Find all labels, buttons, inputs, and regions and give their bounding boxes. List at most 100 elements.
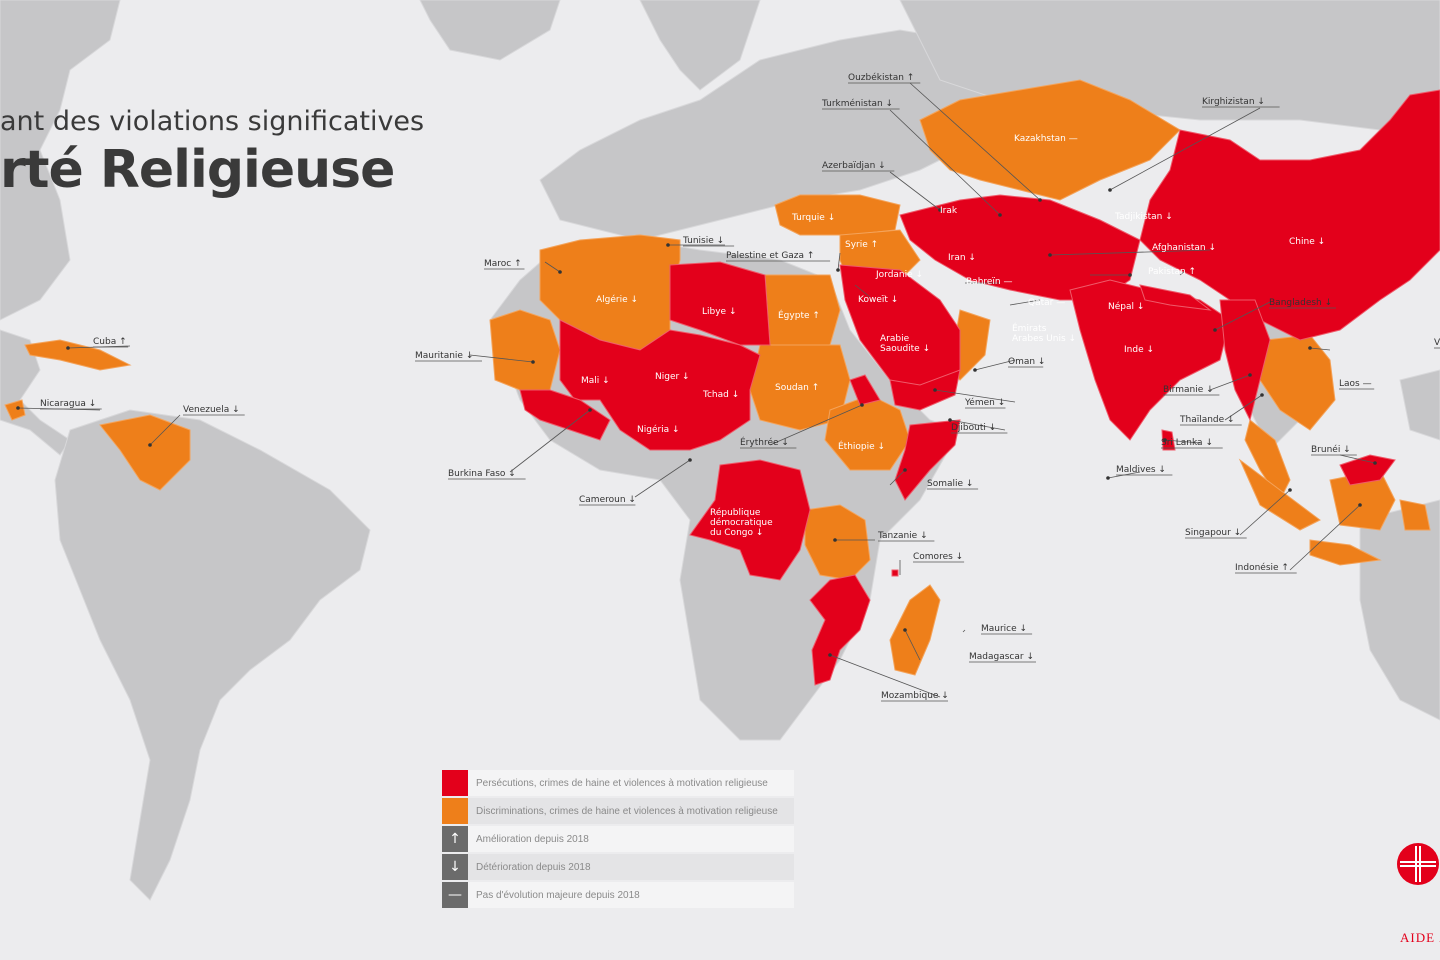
country-labels: Ouzbékistan ↑ Turkménistan ↓ Kirghizistan … bbox=[40, 72, 1440, 702]
region-soudan bbox=[749, 344, 851, 431]
country-label: Chine ↓ bbox=[1289, 237, 1325, 247]
country-label: République démocratique du Congo ↓ bbox=[710, 507, 773, 538]
region-comores bbox=[891, 569, 899, 577]
logo-cross-icon bbox=[1397, 843, 1439, 885]
country-label: Madagascar ↓ bbox=[969, 652, 1034, 662]
country-label: Qatar — bbox=[1028, 298, 1065, 308]
country-label: Tunisie ↓ bbox=[682, 236, 724, 246]
region-rdc bbox=[689, 459, 811, 581]
country-label: Népal ↓ bbox=[1108, 301, 1144, 312]
country-label: Koweït ↓ bbox=[858, 295, 898, 305]
country-label: Thaïlande ↓ bbox=[1179, 415, 1235, 425]
country-label: Algérie ↓ bbox=[596, 294, 638, 305]
region-nepal-bangla bbox=[1139, 284, 1212, 311]
legend-row-no-change: — Pas d'évolution majeure depuis 2018 bbox=[442, 882, 794, 908]
legend-label: Amélioration depuis 2018 bbox=[476, 833, 589, 845]
region-chine bbox=[1139, 89, 1440, 341]
country-label: Bangladesh ↓ bbox=[1269, 298, 1332, 308]
country-label: Bahreïn — bbox=[966, 277, 1013, 287]
country-label: Maldives ↓ bbox=[1116, 465, 1166, 475]
country-label: Mali ↓ bbox=[581, 376, 610, 386]
country-label: Niger ↓ bbox=[655, 372, 690, 382]
legend-row-persecution: Persécutions, crimes de haine et violenc… bbox=[442, 770, 794, 796]
country-label: Turkménistan ↓ bbox=[821, 98, 893, 109]
dash-icon: — bbox=[442, 882, 468, 908]
country-label: Nigéria ↓ bbox=[637, 424, 680, 435]
country-label: Afghanistan ↓ bbox=[1152, 243, 1216, 253]
region-egypte bbox=[764, 274, 841, 346]
country-label: Singapour ↓ bbox=[1185, 528, 1241, 538]
country-label: Iran ↓ bbox=[948, 253, 976, 263]
region-nicaragua bbox=[4, 399, 26, 421]
legend-row-deterioration: ↓ Détérioration depuis 2018 bbox=[442, 854, 794, 880]
country-label: Inde ↓ bbox=[1124, 345, 1154, 355]
legend-label: Détérioration depuis 2018 bbox=[476, 861, 591, 873]
country-label: Indonésie ↑ bbox=[1235, 562, 1289, 573]
country-label: Palestine et Gaza ↑ bbox=[726, 251, 814, 261]
country-label: Maroc ↑ bbox=[484, 259, 522, 269]
region-mozambique bbox=[809, 574, 871, 686]
country-label: Irak bbox=[940, 206, 958, 216]
arrow-down-icon: ↓ bbox=[442, 854, 468, 880]
country-label: Jordanie ↓ bbox=[875, 270, 923, 280]
country-label: Somalie ↓ bbox=[927, 479, 973, 489]
country-label: Nicaragua ↓ bbox=[40, 399, 96, 409]
region-tanzanie bbox=[804, 504, 871, 581]
map-title-line1: ant des violations significatives bbox=[0, 106, 425, 137]
country-label: Soudan ↑ bbox=[775, 383, 819, 393]
country-label: Cameroun ↓ bbox=[579, 495, 636, 505]
country-label: Turquie ↓ bbox=[791, 213, 835, 223]
region-erythree bbox=[849, 374, 881, 406]
region-indonesie bbox=[1238, 458, 1431, 566]
country-label: Azerbaïdjan ↓ bbox=[822, 161, 886, 171]
country-label: Yémen ↓ bbox=[964, 397, 1005, 408]
logo-text: AIDE À bbox=[1400, 930, 1440, 945]
country-label: Mauritanie ↓ bbox=[415, 351, 473, 361]
country-label: Birmanie ↓ bbox=[1163, 385, 1214, 395]
country-label: Émirats Arabes Unis ↓ bbox=[1012, 322, 1076, 344]
country-label: Cuba ↑ bbox=[93, 337, 127, 347]
country-label: Mozambique ↓ bbox=[881, 691, 949, 701]
country-label: Oman ↓ bbox=[1008, 357, 1045, 367]
country-label: Kirghizistan ↓ bbox=[1202, 97, 1265, 107]
country-label: Venezuela ↓ bbox=[183, 405, 240, 415]
legend: Persécutions, crimes de haine et violenc… bbox=[442, 770, 794, 910]
region-yemen bbox=[889, 369, 961, 411]
legend-label: Discriminations, crimes de haine et viol… bbox=[476, 805, 778, 817]
country-label: Ouzbékistan ↑ bbox=[848, 72, 914, 83]
country-label: Tanzanie ↓ bbox=[877, 531, 928, 541]
country-label: Tadjikistan ↓ bbox=[1114, 212, 1173, 222]
legend-label: Persécutions, crimes de haine et violenc… bbox=[476, 777, 768, 789]
region-mali-niger-tchad bbox=[559, 319, 761, 451]
country-label: Arabie Saoudite ↓ bbox=[880, 334, 930, 354]
region-mauritanie bbox=[489, 309, 561, 391]
country-label: Égypte ↑ bbox=[778, 309, 820, 321]
region-borneo-red bbox=[1339, 454, 1396, 486]
country-label: Djibouti ↓ bbox=[951, 423, 996, 433]
country-label: Libye ↓ bbox=[702, 307, 737, 317]
country-label: Pakistan ↑ bbox=[1148, 267, 1196, 277]
country-label: Kazakhstan — bbox=[1014, 134, 1078, 144]
country-label: Tchad ↓ bbox=[702, 390, 739, 400]
region-madagascar bbox=[889, 584, 941, 676]
region-somalie bbox=[894, 419, 961, 501]
country-label: Sri Lanka ↓ bbox=[1161, 438, 1213, 448]
country-label: Érythrée ↓ bbox=[740, 436, 789, 448]
country-label: Éthiopie ↓ bbox=[838, 440, 885, 452]
country-label: Laos — bbox=[1339, 379, 1372, 389]
country-label: V bbox=[1434, 338, 1440, 348]
legend-label: Pas d'évolution majeure depuis 2018 bbox=[476, 889, 640, 901]
region-venezuela bbox=[99, 414, 191, 491]
arrow-up-icon: ↑ bbox=[442, 826, 468, 852]
legend-row-discrimination: Discriminations, crimes de haine et viol… bbox=[442, 798, 794, 824]
map-title-line2: rté Religieuse bbox=[0, 140, 395, 200]
country-label: Burkina Faso ↓ bbox=[448, 469, 516, 479]
region-westafrica bbox=[519, 389, 611, 441]
legend-swatch-persecution bbox=[442, 770, 468, 796]
country-label: Syrie ↑ bbox=[845, 240, 878, 250]
country-label: Comores ↓ bbox=[913, 552, 963, 562]
leader-dots bbox=[16, 188, 1377, 657]
legend-row-improvement: ↑ Amélioration depuis 2018 bbox=[442, 826, 794, 852]
region-cuba bbox=[24, 339, 132, 371]
